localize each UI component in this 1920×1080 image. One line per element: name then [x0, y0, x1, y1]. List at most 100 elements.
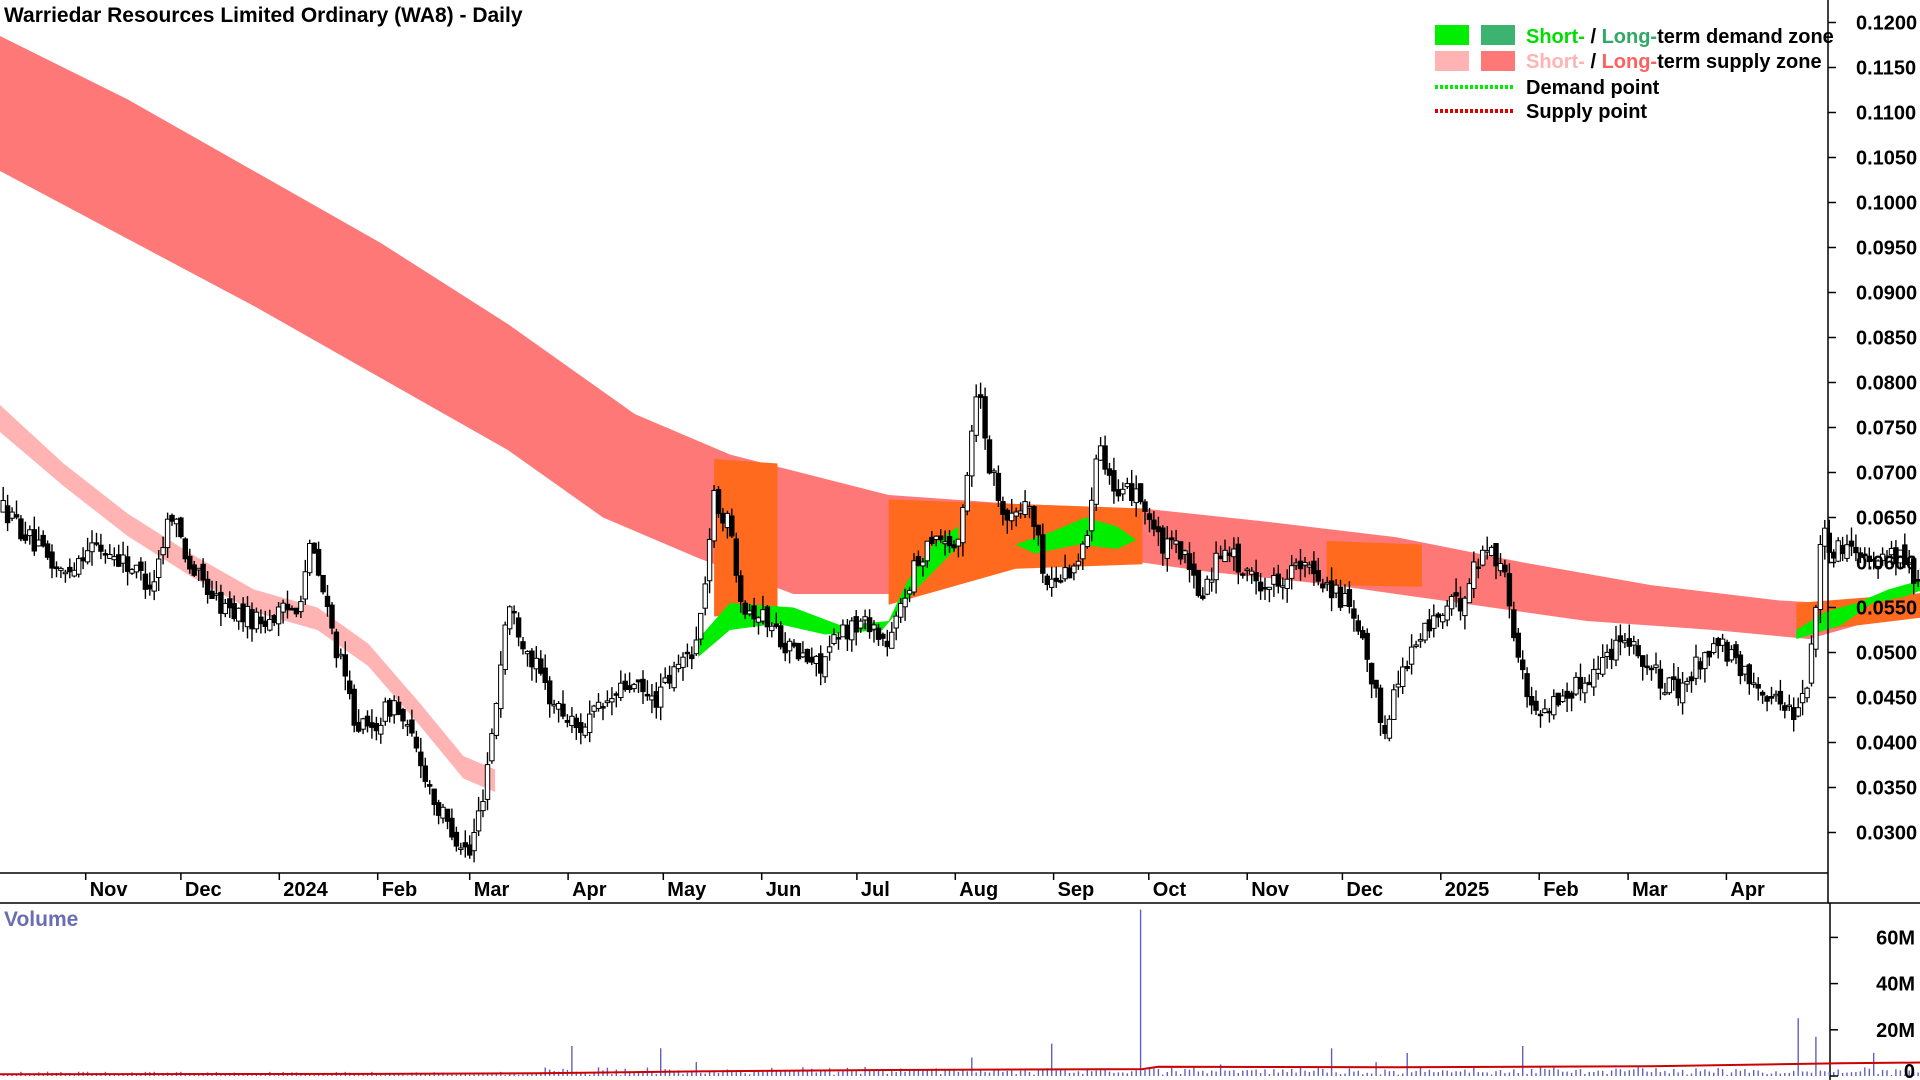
candle-body	[924, 540, 930, 562]
candle-body	[795, 643, 802, 660]
candle-body	[1115, 489, 1122, 497]
candle-body	[1648, 667, 1655, 671]
candle-body	[858, 620, 864, 629]
candle-body	[1280, 585, 1286, 588]
volume-panel: 0 20M 40M 60M	[0, 909, 1920, 1080]
candle-body	[1502, 564, 1508, 573]
candle-body	[62, 571, 69, 575]
legend-long-supply-swatch	[1481, 51, 1515, 71]
candle-body	[1635, 645, 1641, 657]
candle-body	[1666, 677, 1672, 694]
candle-body	[116, 554, 122, 567]
candle-body	[1297, 560, 1304, 570]
candle-body	[1911, 558, 1917, 584]
candle-body	[1466, 583, 1473, 604]
candle-body	[529, 650, 535, 668]
y-tick-label: 0.0850	[1856, 328, 1917, 350]
candle-body	[906, 589, 913, 595]
candle-body	[742, 602, 748, 615]
candle-body	[1075, 560, 1082, 566]
candle-body	[1057, 580, 1064, 583]
candle-body	[422, 765, 429, 782]
candle-body	[902, 597, 908, 608]
candle-body	[311, 542, 317, 554]
candle-body	[1084, 535, 1090, 548]
candle-body	[1231, 548, 1237, 558]
x-tick-label: Apr	[572, 879, 607, 901]
candle-body	[1719, 638, 1726, 646]
candle-body	[471, 832, 477, 852]
candle-body	[715, 489, 722, 515]
candle-body	[178, 517, 184, 538]
candle-body	[640, 678, 646, 693]
candle-body	[1608, 648, 1615, 660]
legend-short-demand-swatch	[1435, 25, 1469, 45]
candle-body	[187, 555, 193, 570]
candle-body	[920, 561, 926, 567]
candle-body	[71, 569, 77, 577]
candle-body	[1462, 597, 1468, 617]
candle-body	[662, 677, 668, 683]
candle-body	[1586, 681, 1592, 686]
candle-body	[1653, 664, 1659, 668]
x-tick-label: Feb	[382, 879, 418, 901]
candle-body	[969, 430, 975, 477]
candle-body	[1320, 583, 1326, 589]
candle-body	[249, 609, 255, 630]
candle-body	[1160, 527, 1166, 554]
candle-body	[1106, 468, 1113, 476]
candle-body	[395, 701, 402, 715]
candle-body	[1066, 567, 1073, 579]
candle-body	[1551, 696, 1557, 716]
candle-body	[347, 680, 353, 695]
candle-body	[4, 505, 11, 524]
candle-body	[133, 564, 140, 573]
candle-body	[840, 624, 846, 638]
candle-body	[258, 616, 264, 625]
candle-body	[760, 609, 766, 622]
candle-body	[1844, 544, 1850, 559]
y-tick-label: 0.0750	[1856, 418, 1917, 440]
candle-body	[1315, 570, 1321, 582]
x-tick-label: Jun	[766, 879, 802, 901]
candle-body	[191, 564, 197, 576]
candle-body	[1475, 566, 1481, 569]
candle-body	[1346, 589, 1353, 607]
candle-body	[755, 617, 762, 623]
candle-body	[853, 616, 859, 633]
candle-body	[1746, 664, 1752, 685]
candle-body	[938, 535, 944, 541]
candle-body	[813, 655, 819, 665]
candle-body	[1644, 665, 1650, 669]
candle-body	[1733, 644, 1739, 659]
candle-body	[1182, 550, 1188, 555]
candle-body	[1688, 676, 1695, 682]
candle-body	[1684, 681, 1690, 685]
candle-body	[1742, 665, 1748, 675]
volume-tick-label: 60M	[1876, 927, 1915, 949]
legend: Short- / Long-term demand zone Short- / …	[1435, 25, 1834, 123]
candle-body	[1026, 506, 1033, 509]
candle-body	[173, 518, 180, 525]
candle-body	[1480, 549, 1486, 566]
candle-body	[600, 706, 606, 709]
candle-body	[631, 683, 637, 690]
candle-body	[1493, 543, 1499, 567]
candle-body	[22, 534, 29, 541]
candle-body	[889, 631, 895, 649]
candle-body	[791, 642, 797, 647]
candle-body	[9, 511, 15, 519]
candle-body	[1137, 483, 1144, 503]
candle-body	[1395, 683, 1401, 688]
candle-body	[284, 603, 291, 611]
candle-body	[1400, 666, 1406, 687]
candle-body	[1631, 641, 1637, 646]
candle-body	[98, 544, 104, 552]
candle-body	[1848, 540, 1855, 547]
candle-body	[1217, 555, 1224, 560]
candle-body	[1813, 606, 1819, 650]
candle-body	[1031, 506, 1037, 527]
candle-body	[644, 693, 651, 697]
candle-body	[1222, 549, 1228, 563]
